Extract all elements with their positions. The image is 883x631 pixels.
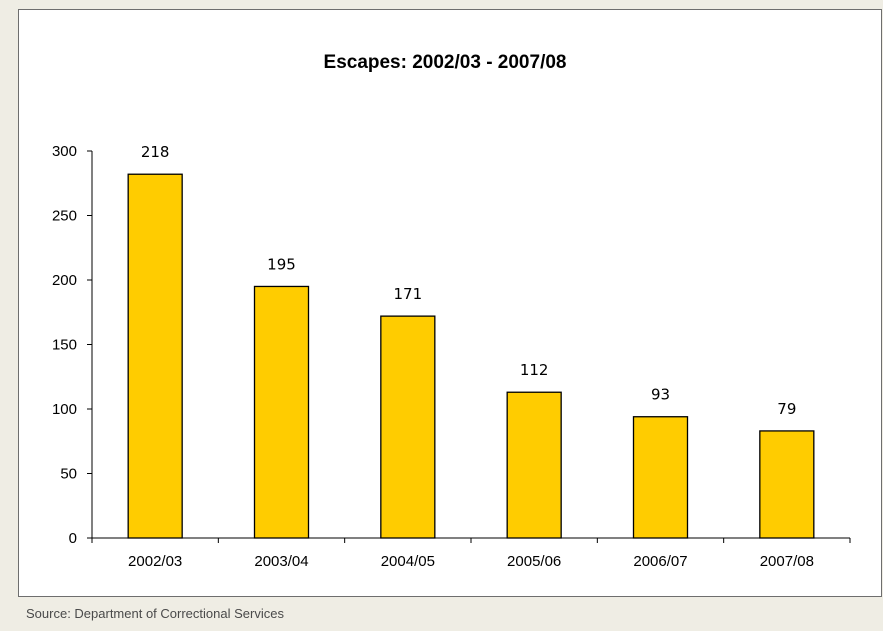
y-tick-label: 300 <box>52 143 77 160</box>
x-tick-label: 2003/04 <box>254 553 308 570</box>
x-tick-label: 2004/05 <box>381 553 435 570</box>
bar <box>632 416 689 539</box>
x-tick-label: 2007/08 <box>760 553 814 570</box>
x-tick-label: 2005/06 <box>507 553 561 570</box>
x-axis: 2002/03 2003/04 2004/05 2005/06 2006/07 2007/… <box>91 537 851 570</box>
data-label: 195 <box>267 255 296 273</box>
bar <box>380 315 436 539</box>
source-note: Source: Department of Correctional Servi… <box>26 606 284 621</box>
bar <box>506 391 562 539</box>
x-tick-label: 2002/03 <box>128 553 182 570</box>
data-label: 79 <box>777 400 796 418</box>
y-tick-label: 250 <box>52 208 77 225</box>
y-tick-label: 150 <box>52 337 77 354</box>
y-tick-label: 100 <box>52 401 77 418</box>
chart-title: Escapes: 2002/03 - 2007/08 <box>324 52 567 73</box>
y-tick-label: 200 <box>52 272 77 289</box>
bars <box>127 173 815 539</box>
data-label: 218 <box>141 143 170 161</box>
y-tick-label: 0 <box>69 530 77 547</box>
data-label: 112 <box>520 361 549 379</box>
y-tick-label: 50 <box>60 466 77 483</box>
data-label: 171 <box>394 285 423 303</box>
bar <box>127 173 183 539</box>
x-tick-label: 2006/07 <box>633 553 687 570</box>
data-labels: 218 195 171 112 93 79 <box>141 143 797 418</box>
y-axis: 0 50 100 150 200 250 300 <box>52 143 93 547</box>
bar <box>253 285 310 539</box>
bar <box>759 430 815 539</box>
data-label: 93 <box>651 386 670 404</box>
